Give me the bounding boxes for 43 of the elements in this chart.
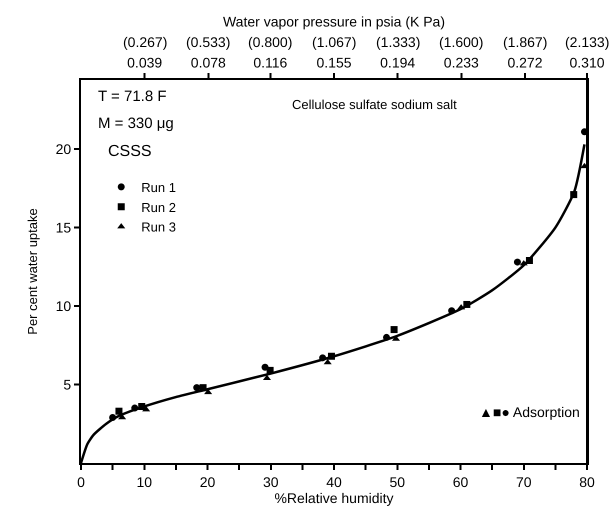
text: (1.333) xyxy=(376,34,420,50)
point xyxy=(390,326,398,334)
text: (0.533) xyxy=(186,34,230,50)
legend-label: Run 1 xyxy=(141,180,176,195)
x-tick-label: 40 xyxy=(326,474,342,490)
x-tick-label: 20 xyxy=(200,474,216,490)
x2-tick-label: 0.272 xyxy=(507,54,543,70)
x-tick-label: 30 xyxy=(262,474,279,490)
x2-tick-label: 0.039 xyxy=(127,54,162,70)
annotation: Cellulose sulfate sodium salt xyxy=(292,97,458,112)
x-tick-label: 60 xyxy=(452,474,468,490)
point xyxy=(514,258,521,266)
x2-tick-label: 0.310 xyxy=(569,54,605,70)
x-tick-label: 50 xyxy=(389,474,406,490)
annotation: CSSS xyxy=(108,143,152,160)
y-tick-label: 15 xyxy=(56,219,72,236)
y-axis-title: Per cent water uptake xyxy=(25,208,40,335)
text: (0.800) xyxy=(248,34,292,50)
annotation: T = 71.8 F xyxy=(98,88,167,105)
text: (1.600) xyxy=(439,34,484,50)
x2-tick-label: 0.116 xyxy=(253,54,288,70)
x2-tick-label: 0.233 xyxy=(444,54,480,70)
x-tick-label: 70 xyxy=(516,474,532,490)
text: (1.067) xyxy=(312,34,356,50)
x-tick-label: 10 xyxy=(136,474,152,490)
y-tick-label: 10 xyxy=(56,298,72,314)
x2-tick-label: 0.078 xyxy=(190,54,226,70)
x2-tick-label: 0.194 xyxy=(380,54,416,70)
annotation: ▲■● Adsorption xyxy=(479,404,580,420)
text: (0.267) xyxy=(123,34,168,50)
text: (1.867) xyxy=(503,34,548,50)
x2-axis-title: Water vapor pressure in psia (K Pa) xyxy=(222,14,446,30)
point xyxy=(115,408,122,415)
text: (2.133) xyxy=(565,34,610,50)
y-tick-label: 5 xyxy=(63,376,72,392)
legend-label: Run 2 xyxy=(141,200,176,215)
annotation: M = 330 μg xyxy=(98,115,174,132)
x2-tick-label: 0.155 xyxy=(316,54,352,70)
x-axis-title: %Relative humidity xyxy=(274,490,394,506)
legend-label: Run 3 xyxy=(141,220,176,235)
x-tick-label: 0 xyxy=(77,474,86,490)
x-tick-label: 80 xyxy=(579,474,595,490)
y-tick-label: 20 xyxy=(56,140,72,157)
